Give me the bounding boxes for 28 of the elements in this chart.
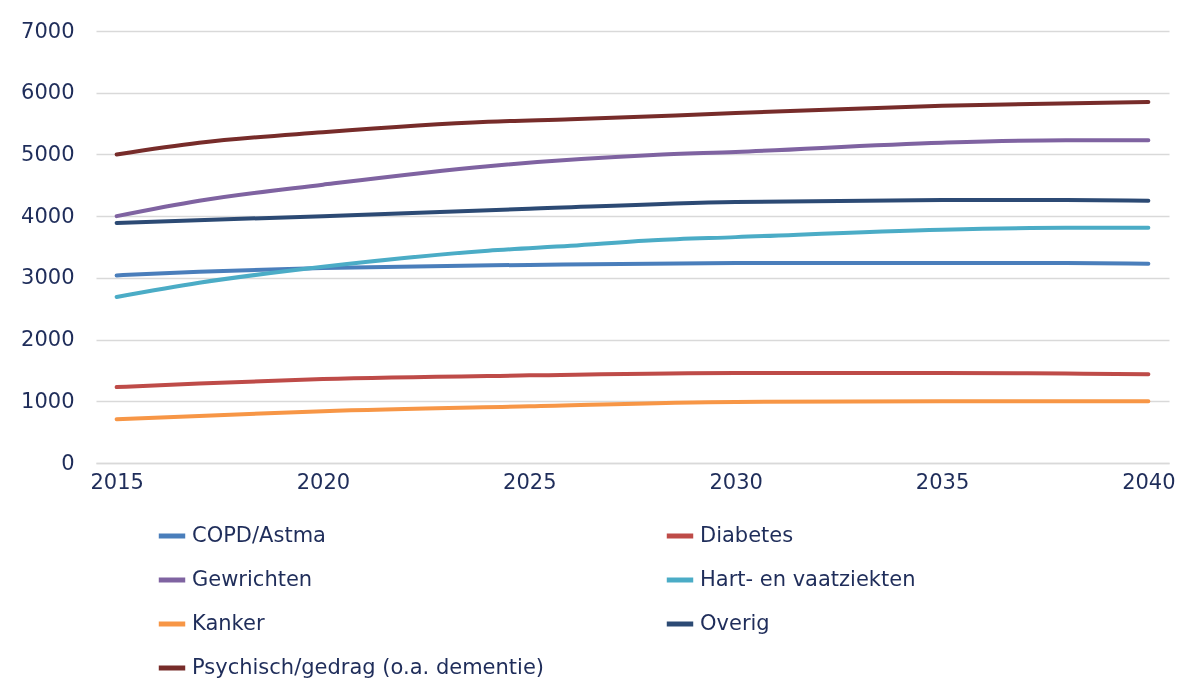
legend-label: Diabetes [700,523,794,547]
line-series [114,370,1151,390]
legend-label: Kanker [192,611,265,635]
y-tick-label: 2000 [21,327,75,352]
y-tick-label: 5000 [21,141,75,166]
y-tick-label: 0 [61,450,75,475]
x-tick-label: 2040 [1122,469,1176,494]
y-tick-label: 4000 [21,203,75,228]
legend-label: Gewrichten [192,567,313,591]
legend-label: COPD/Astma [192,523,326,547]
line-series [114,138,1151,219]
x-tick-label: 2020 [296,469,351,494]
legend-label: Psychisch/gedrag (o.a. dementie) [192,655,544,679]
line-series [114,198,1151,225]
line-series [114,261,1151,278]
x-tick-label: 2025 [503,469,557,494]
y-tick-label: 6000 [21,80,75,105]
legend-label: Overig [700,611,770,635]
legend-label: Hart- en vaatziekten [700,567,916,591]
line-series [114,225,1151,299]
y-tick-label: 7000 [21,18,75,43]
x-tick-label: 2035 [915,469,970,494]
y-tick-label: 3000 [21,265,75,290]
line-series [114,399,1151,422]
y-tick-label: 1000 [21,388,75,413]
line-series [114,99,1151,157]
x-tick-label: 2030 [709,469,763,494]
x-tick-label: 2015 [90,469,144,494]
